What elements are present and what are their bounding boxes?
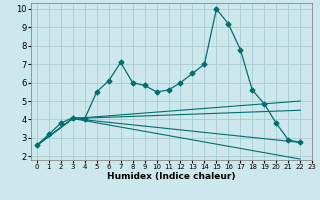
X-axis label: Humidex (Indice chaleur): Humidex (Indice chaleur) (107, 172, 236, 181)
